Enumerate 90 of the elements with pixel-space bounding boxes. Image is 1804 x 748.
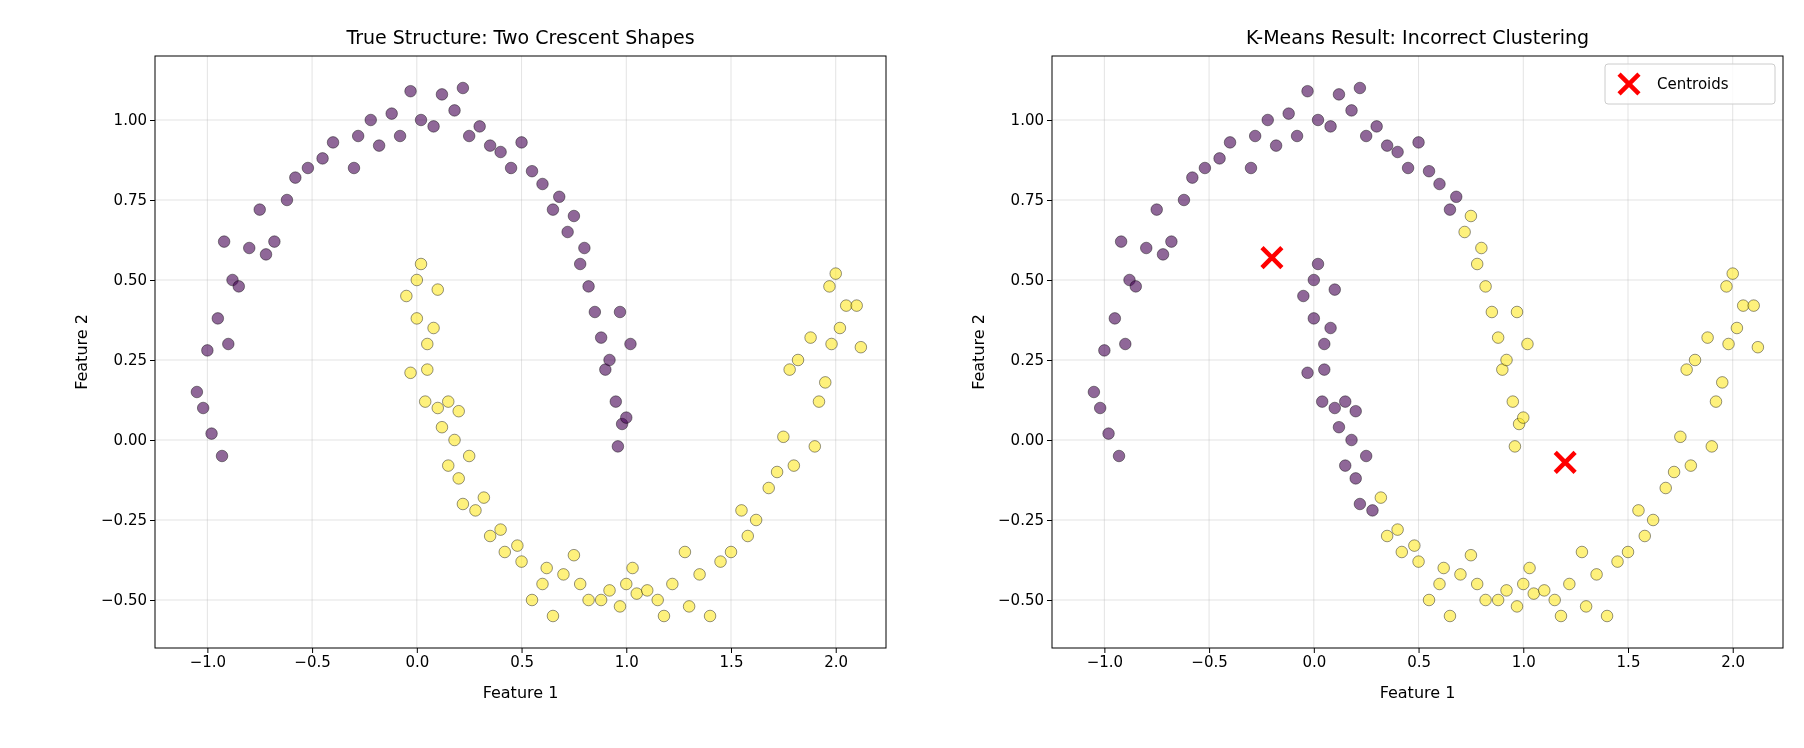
- point: [218, 235, 231, 248]
- point: [364, 113, 377, 127]
- point: [205, 427, 218, 440]
- x-tick-label: 1.0: [614, 652, 639, 671]
- y-tick-label: 0.50: [1010, 271, 1044, 290]
- y-tick-label: 0.00: [1010, 431, 1044, 450]
- point: [427, 120, 440, 133]
- point: [611, 440, 624, 453]
- chart-title: True Structure: Two Crescent Shapes: [345, 26, 695, 48]
- point: [561, 225, 574, 239]
- point: [385, 107, 398, 120]
- x-tick-label: 1.0: [1511, 652, 1536, 671]
- point: [599, 363, 612, 376]
- point: [448, 104, 461, 117]
- x-tick-label: 0.5: [1407, 652, 1431, 671]
- y-tick-label: 0.75: [1010, 191, 1044, 210]
- y-tick-label: 0.25: [113, 351, 147, 370]
- point: [613, 305, 627, 319]
- x-tick-label: −0.5: [1191, 652, 1228, 671]
- point: [494, 145, 507, 159]
- point: [226, 273, 239, 287]
- y-axis-title: Feature 2: [72, 314, 91, 390]
- y-tick-label: −0.25: [101, 511, 147, 530]
- point: [268, 235, 281, 248]
- y-tick-label: 0.75: [113, 191, 147, 210]
- point: [301, 161, 314, 175]
- point: [463, 129, 476, 143]
- point: [484, 139, 497, 152]
- point: [504, 161, 518, 175]
- x-tick-label: 1.5: [719, 652, 744, 671]
- x-tick-label: 2.0: [824, 652, 849, 671]
- y-tick-label: −0.25: [998, 511, 1044, 530]
- x-tick-label: 1.5: [1616, 652, 1641, 671]
- point: [574, 257, 587, 271]
- x-tick-label: −0.5: [294, 652, 331, 671]
- point: [253, 203, 266, 216]
- point: [326, 136, 340, 149]
- x-axis-title: Feature 1: [482, 683, 559, 702]
- point: [201, 344, 214, 357]
- point: [567, 209, 580, 223]
- point: [222, 337, 235, 351]
- point: [404, 85, 417, 98]
- point: [197, 401, 210, 415]
- point: [546, 203, 560, 216]
- y-tick-label: −0.50: [101, 591, 147, 610]
- point: [259, 248, 273, 261]
- point: [473, 120, 486, 133]
- x-tick-label: 0.0: [405, 652, 430, 671]
- x-axis-title: Feature 1: [1379, 683, 1456, 702]
- point: [190, 385, 203, 399]
- point: [280, 193, 294, 207]
- point: [316, 152, 329, 165]
- point: [620, 411, 633, 424]
- point: [347, 161, 361, 175]
- point: [393, 129, 407, 143]
- point: [588, 305, 601, 319]
- y-tick-label: 0.50: [113, 271, 147, 290]
- point: [582, 280, 595, 293]
- point: [578, 241, 591, 255]
- point: [624, 337, 637, 351]
- point: [232, 280, 245, 293]
- point: [373, 139, 386, 152]
- y-tick-label: 1.00: [1010, 111, 1044, 130]
- point: [609, 395, 622, 408]
- point: [352, 129, 365, 143]
- x-tick-label: −1.0: [189, 652, 227, 671]
- y-tick-label: −0.50: [998, 591, 1044, 610]
- point: [215, 449, 229, 463]
- chart-title: K-Means Result: Incorrect Clustering: [1245, 26, 1590, 48]
- point: [595, 331, 608, 344]
- point: [289, 171, 302, 184]
- point: [435, 88, 449, 101]
- point: [525, 165, 539, 178]
- y-tick-label: 0.00: [113, 431, 147, 450]
- point: [211, 312, 224, 325]
- x-tick-label: −1.0: [1086, 652, 1124, 671]
- point: [553, 190, 566, 203]
- point: [603, 353, 616, 367]
- legend-label: Centroids: [1657, 75, 1729, 93]
- y-tick-label: 0.25: [1010, 351, 1044, 370]
- point: [243, 241, 256, 255]
- y-axis-title: Feature 2: [969, 314, 988, 390]
- point: [515, 136, 528, 149]
- x-tick-label: 0.5: [510, 652, 534, 671]
- point: [536, 177, 549, 191]
- x-tick-label: 2.0: [1721, 652, 1746, 671]
- point: [414, 113, 428, 127]
- point: [456, 81, 469, 95]
- y-tick-label: 1.00: [113, 111, 147, 130]
- x-tick-label: 0.0: [1302, 652, 1327, 671]
